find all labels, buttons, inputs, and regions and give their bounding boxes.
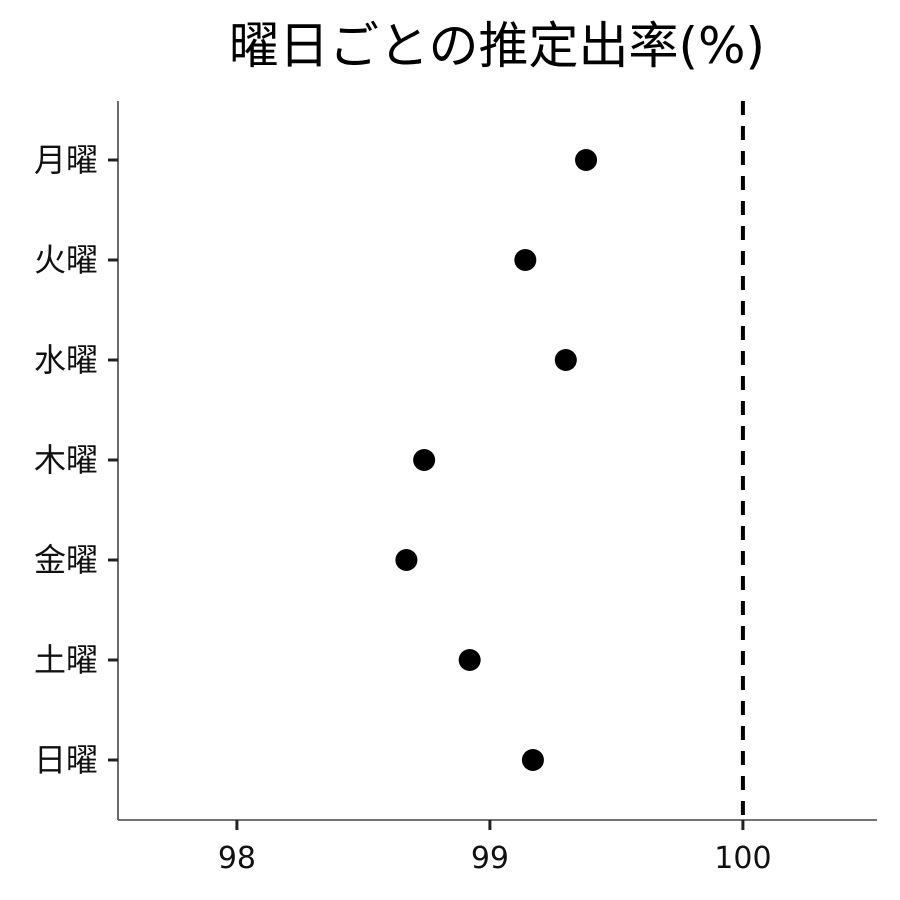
data-point [413,449,436,471]
data-point [458,649,481,671]
x-tick-label: 99 [471,841,509,876]
y-tick-label: 水曜 [34,341,98,379]
x-tick-label: 100 [714,841,771,876]
y-tick-label: 金曜 [34,541,98,579]
data-point [514,249,537,271]
data-point [554,349,577,371]
chart-title: 曜日ごとの推定出率(%) [229,17,765,75]
y-tick-label: 月曜 [34,141,98,179]
data-points [395,149,598,771]
x-axis-ticks: 98 99 100 [218,820,772,876]
data-point [521,749,544,771]
data-point [575,149,598,171]
y-tick-label: 日曜 [34,741,98,779]
x-tick-label: 98 [218,841,256,876]
data-point [395,549,418,571]
y-tick-label: 土曜 [34,641,98,679]
y-tick-label: 木曜 [34,441,98,479]
y-tick-label: 火曜 [34,241,98,279]
